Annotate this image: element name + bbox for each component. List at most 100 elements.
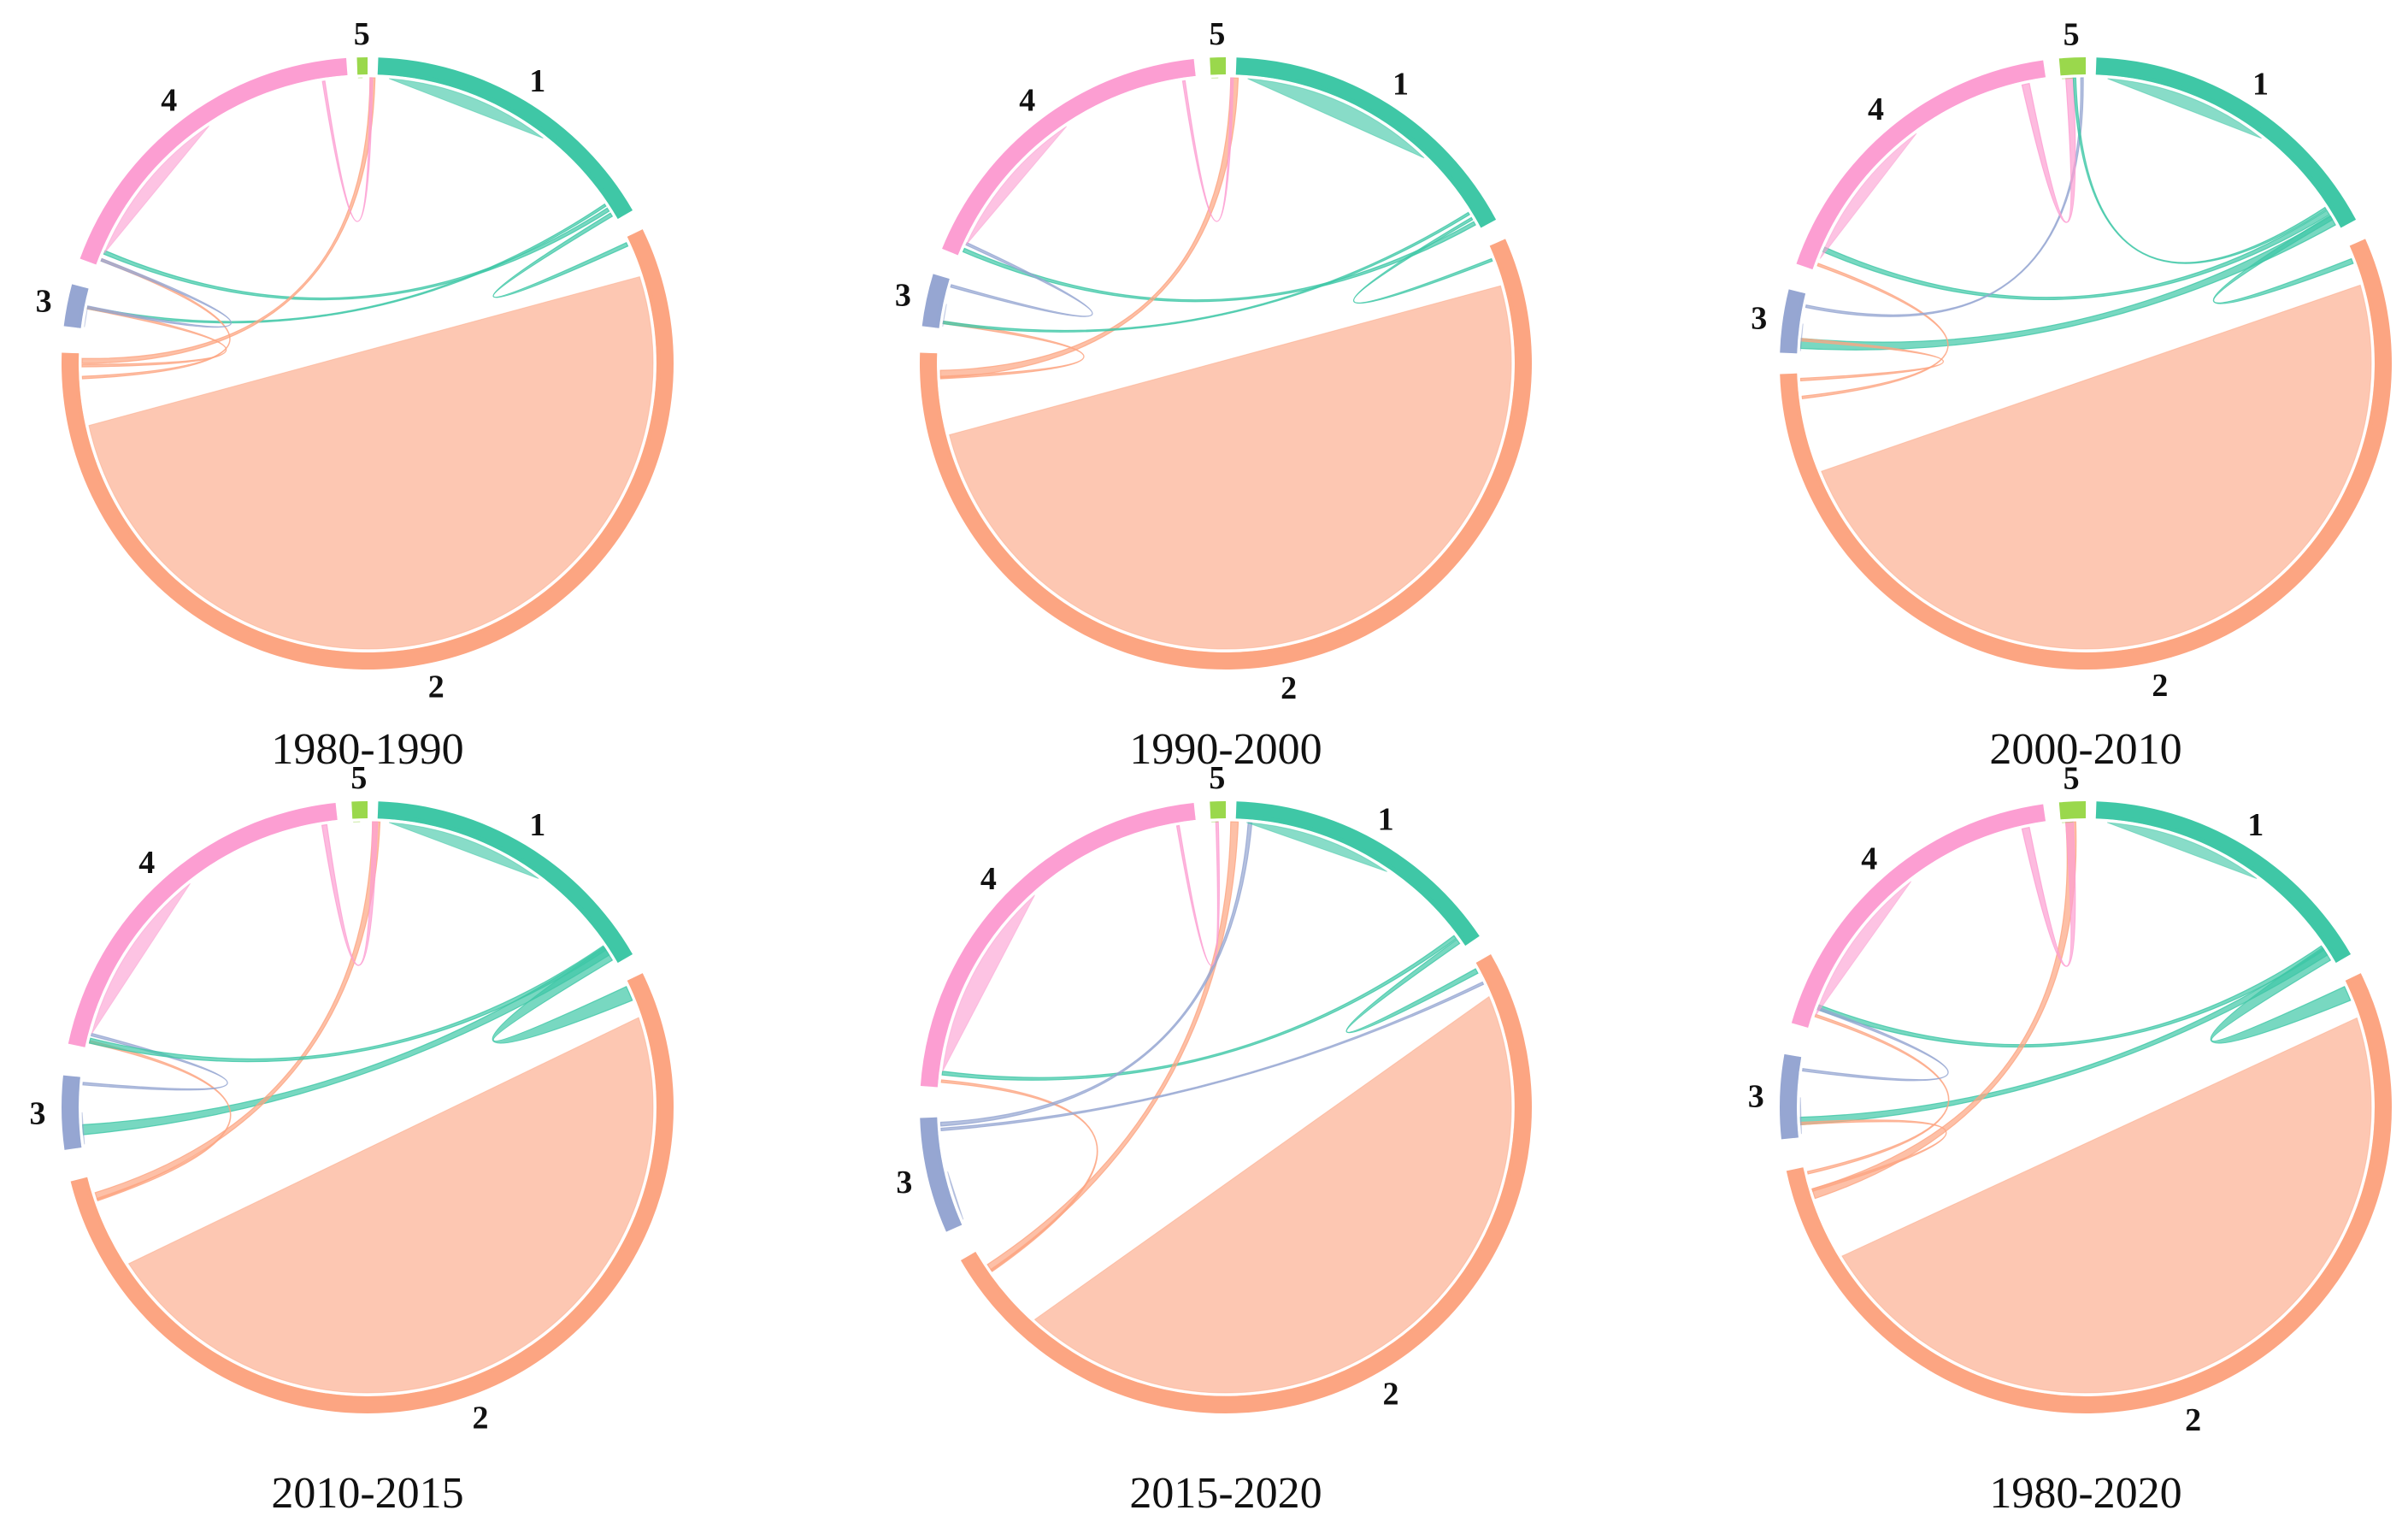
self-chord-1: [388, 822, 539, 880]
flow-ribbon-4-to-5: [321, 77, 374, 222]
self-chord-1: [2107, 78, 2262, 139]
flow-ribbon-2-to-4: [940, 1079, 1098, 1272]
self-chord-3: [947, 1171, 964, 1220]
flow-ribbon-1-to-2: [1353, 216, 1493, 304]
self-chord-1: [1247, 78, 1425, 159]
flow-ribbon-1-to-4: [1822, 209, 2330, 301]
segment-label-2: 2: [1281, 670, 1297, 706]
self-chord-4: [1819, 133, 1917, 259]
self-chord-4: [1815, 881, 1912, 1017]
flow-ribbon-1-to-4: [103, 207, 610, 301]
segment-label-5: 5: [2064, 16, 2080, 52]
segment-label-2: 2: [428, 670, 445, 705]
ring-arc-edge-3: [934, 277, 950, 328]
ring-arc-edge-5: [1210, 814, 1226, 819]
ring-arc-segment-4: [920, 802, 1196, 1088]
segment-label-3: 3: [896, 1165, 912, 1200]
self-chord-1: [388, 78, 544, 139]
segment-label-4: 4: [1861, 841, 1877, 877]
ring-arc-edge-5: [1210, 70, 1226, 75]
segment-label-4: 4: [1868, 91, 1884, 127]
self-chord-3: [1799, 323, 1804, 351]
flow-ribbon-1-to-2: [2210, 947, 2352, 1044]
segment-label-2: 2: [473, 1401, 489, 1436]
segment-label-1: 1: [1378, 801, 1394, 837]
segment-label-3: 3: [30, 1096, 46, 1132]
flow-ribbon-3-to-4: [86, 257, 232, 328]
segment-label-4: 4: [161, 83, 177, 119]
self-chord-3: [81, 1112, 85, 1145]
segment-label-5: 5: [1209, 760, 1225, 796]
chord-panel-2015-2020: 1 2 3 4 5 2015-2020: [896, 760, 1533, 1518]
flow-ribbon-2-to-5: [986, 821, 1239, 1271]
self-chord-4: [91, 882, 191, 1035]
self-chord-4: [103, 125, 210, 254]
ring-arc-edge-5: [357, 70, 368, 75]
ring-arc-edge-5: [2060, 814, 2086, 820]
ring-arc-edge-3: [933, 1117, 963, 1227]
segment-label-1: 1: [529, 63, 545, 99]
segment-label-3: 3: [1748, 1079, 1764, 1115]
self-chord-3: [84, 309, 88, 327]
chord-panel-2010-2015: 1 2 3 4 5 2010-2015: [30, 760, 674, 1518]
self-chord-2: [1821, 284, 2372, 650]
self-chord-2: [88, 275, 654, 650]
self-chord-1: [1246, 822, 1387, 872]
segment-label-2: 2: [2185, 1402, 2201, 1438]
flow-ribbon-1-to-2: [2213, 215, 2354, 304]
flow-ribbon-1-to-4: [941, 935, 1457, 1081]
panel-caption: 1980-2020: [1989, 1469, 2181, 1518]
flow-ribbon-3-to-4: [82, 1032, 228, 1091]
ring-arc-edge-3: [74, 1077, 82, 1148]
segment-label-3: 3: [895, 278, 911, 314]
panel-caption: 2015-2020: [1129, 1469, 1322, 1518]
segment-label-5: 5: [354, 16, 370, 52]
ring-arc-edge-4: [80, 815, 338, 1047]
ring-arc-segment-4: [79, 57, 348, 265]
ring-arc-edge-3: [76, 287, 89, 328]
self-chord-3: [942, 304, 947, 327]
chord-panel-1990-2000: 1 2 3 4 5 1990-2000: [895, 16, 1532, 774]
flow-ribbon-4-to-5: [1181, 77, 1234, 222]
flow-ribbon-2-to-4: [1806, 1013, 1950, 1175]
panel-caption: 1980-1990: [271, 725, 463, 774]
self-chord-5: [2062, 821, 2074, 823]
flow-ribbon-4-to-5: [2021, 77, 2076, 223]
self-chord-1: [2106, 822, 2258, 880]
segment-label-5: 5: [1209, 16, 1225, 52]
chord-panel-1980-2020: 1 2 3 4 5 1980-2020: [1748, 760, 2392, 1518]
ring-arc-edge-3: [1793, 1056, 1802, 1138]
segment-label-1: 1: [529, 807, 545, 843]
segment-label-1: 1: [2252, 67, 2269, 103]
flow-ribbon-4-to-5: [321, 821, 379, 966]
segment-label-4: 4: [138, 845, 155, 881]
ring-arc-edge-3: [1793, 292, 1806, 354]
ring-arc-segment-4: [68, 802, 338, 1047]
segment-label-2: 2: [2152, 668, 2168, 704]
segment-label-1: 1: [2247, 807, 2264, 843]
self-chord-3: [1799, 1097, 1802, 1135]
flow-ribbon-1-to-4: [962, 221, 1476, 303]
ring-arc-edge-5: [352, 814, 368, 819]
flow-ribbon-1-to-2: [492, 212, 629, 298]
flow-ribbon-3-to-2: [940, 981, 1485, 1132]
panel-caption: 1990-2000: [1129, 725, 1322, 774]
chord-panel-1980-1990: 1 2 3 4 5 1980-1990: [36, 16, 674, 774]
chord-panel-2000-2010: 1 2 3 4 5 2000-2010: [1751, 16, 2392, 774]
flow-ribbon-1-to-4: [88, 945, 607, 1063]
flow-ribbon-1-to-2: [492, 947, 633, 1044]
self-chord-4: [965, 126, 1068, 245]
segment-label-4: 4: [980, 861, 997, 897]
chord-panels: 123451980-1990123451990-2000123452000-20…: [30, 16, 2392, 1518]
panel-caption: 2000-2010: [1989, 725, 2181, 774]
self-chord-5: [2062, 77, 2074, 80]
self-chord-2: [1841, 1017, 2372, 1394]
flow-ribbon-2-to-5: [939, 77, 1239, 379]
self-chord-2: [1033, 995, 1512, 1394]
segment-label-5: 5: [2064, 760, 2080, 796]
segment-label-3: 3: [36, 283, 52, 319]
self-chord-4: [942, 894, 1035, 1072]
segment-label-1: 1: [1392, 67, 1409, 103]
flow-ribbon-1-to-2: [1345, 938, 1479, 1034]
